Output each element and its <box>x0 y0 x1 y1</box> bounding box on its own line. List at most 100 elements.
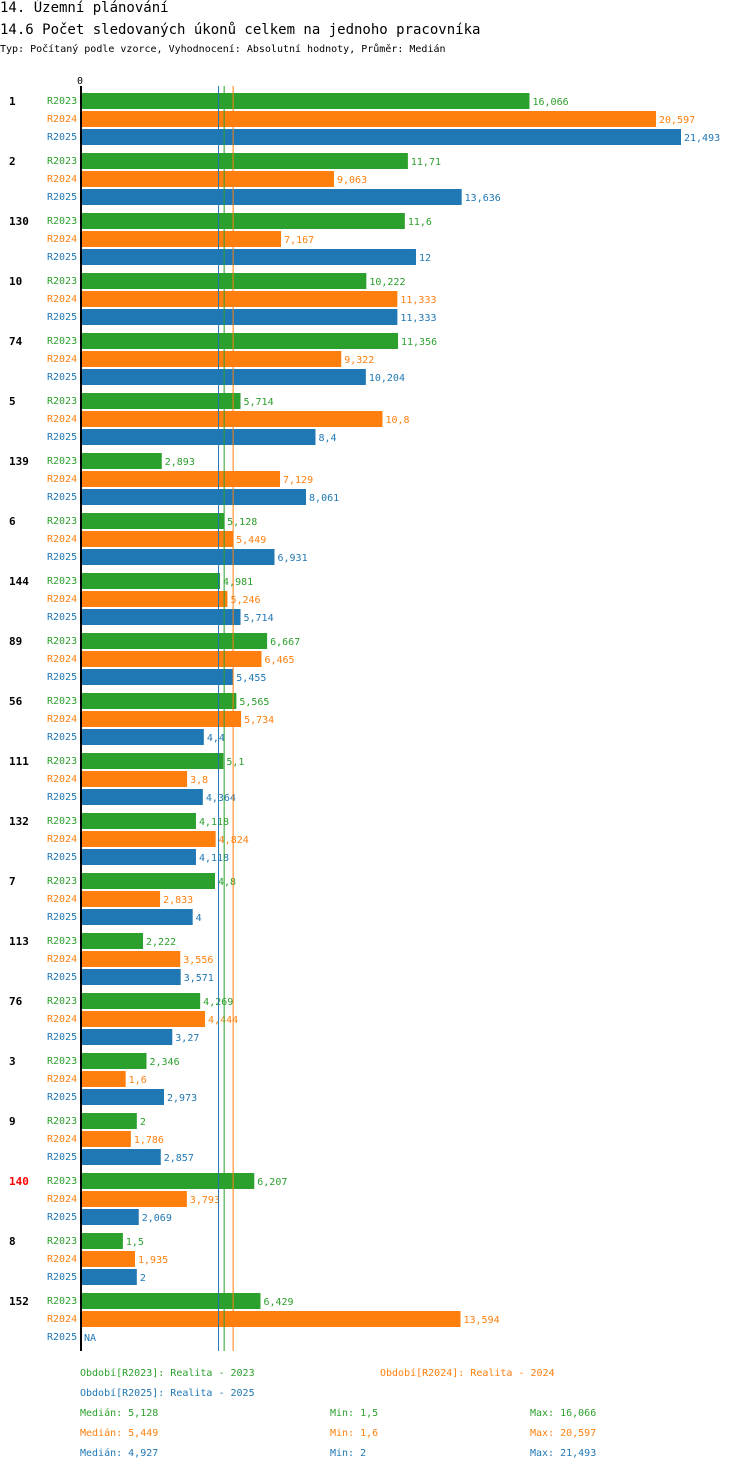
value-label-2-R2024: 9,063 <box>337 175 367 186</box>
value-label-89-R2024: 6,465 <box>264 655 294 666</box>
series-label-3-R2024: R2024 <box>47 1074 77 1085</box>
stat-max-2024: Max: 20,597 <box>530 1428 597 1439</box>
bar-10-R2024 <box>81 291 398 307</box>
group-label-144: 144 <box>9 575 29 588</box>
bar-9-R2024 <box>81 1131 131 1147</box>
bar-56-R2024 <box>81 711 242 727</box>
bar-7-R2024 <box>81 891 161 907</box>
series-label-152-R2024: R2024 <box>47 1314 77 1325</box>
series-label-132-R2025: R2025 <box>47 852 77 863</box>
value-label-152-R2024: 13,594 <box>463 1315 499 1326</box>
value-label-10-R2023: 10,222 <box>369 277 405 288</box>
bar-74-R2024 <box>81 351 342 367</box>
bar-130-R2023 <box>81 213 405 229</box>
group-label-3: 3 <box>9 1055 16 1068</box>
bar-111-R2024 <box>81 771 188 787</box>
series-label-76-R2025: R2025 <box>47 1032 77 1043</box>
bar-10-R2025 <box>81 309 398 325</box>
value-label-7-R2024: 2,833 <box>163 895 193 906</box>
series-label-3-R2023: R2023 <box>47 1056 77 1067</box>
bar-6-R2023 <box>81 513 225 529</box>
series-label-89-R2024: R2024 <box>47 654 77 665</box>
value-label-144-R2025: 5,714 <box>244 613 274 624</box>
series-label-56-R2024: R2024 <box>47 714 77 725</box>
value-label-140-R2025: 2,069 <box>142 1213 172 1224</box>
value-label-152-R2023: 6,429 <box>263 1297 293 1308</box>
stat-min-2023: Min: 1,5 <box>330 1408 379 1419</box>
bar-2-R2023 <box>81 153 408 169</box>
bar-56-R2025 <box>81 729 204 745</box>
bar-74-R2025 <box>81 369 366 385</box>
series-label-152-R2025: R2025 <box>47 1332 77 1343</box>
value-label-8-R2023: 1,5 <box>126 1237 144 1248</box>
value-label-5-R2024: 10,8 <box>385 415 409 426</box>
bar-3-R2025 <box>81 1089 164 1105</box>
value-label-130-R2024: 7,167 <box>284 235 314 246</box>
bar-76-R2023 <box>81 993 201 1009</box>
value-label-113-R2025: 3,571 <box>184 973 214 984</box>
bar-130-R2024 <box>81 231 282 247</box>
series-label-74-R2025: R2025 <box>47 372 77 383</box>
bar-140-R2023 <box>81 1173 255 1189</box>
group-label-89: 89 <box>9 635 22 648</box>
bar-89-R2023 <box>81 633 268 649</box>
series-label-76-R2024: R2024 <box>47 1014 77 1025</box>
group-label-140: 140 <box>9 1175 29 1188</box>
value-label-130-R2025: 12 <box>419 253 431 264</box>
series-label-113-R2024: R2024 <box>47 954 77 965</box>
bar-3-R2024 <box>81 1071 126 1087</box>
value-label-56-R2023: 5,565 <box>239 697 269 708</box>
series-label-130-R2024: R2024 <box>47 234 77 245</box>
series-label-56-R2025: R2025 <box>47 732 77 743</box>
bar-152-R2024 <box>81 1311 461 1327</box>
series-label-2-R2023: R2023 <box>47 156 77 167</box>
group-label-56: 56 <box>9 695 23 708</box>
series-label-140-R2025: R2025 <box>47 1212 77 1223</box>
value-label-89-R2025: 5,455 <box>236 673 266 684</box>
value-label-6-R2025: 6,931 <box>277 553 307 564</box>
value-label-113-R2024: 3,556 <box>183 955 213 966</box>
bar-74-R2023 <box>81 333 399 349</box>
bar-56-R2023 <box>81 693 237 709</box>
value-label-56-R2025: 4,4 <box>207 733 225 744</box>
bar-89-R2025 <box>81 669 234 685</box>
stat-min-2024: Min: 1,6 <box>330 1428 379 1439</box>
value-label-132-R2023: 4,118 <box>199 817 229 828</box>
value-label-3-R2025: 2,973 <box>167 1093 197 1104</box>
series-label-6-R2023: R2023 <box>47 516 77 527</box>
value-label-89-R2023: 6,667 <box>270 637 300 648</box>
series-label-9-R2023: R2023 <box>47 1116 77 1127</box>
series-label-8-R2024: R2024 <box>47 1254 77 1265</box>
group-label-8: 8 <box>9 1235 16 1248</box>
bar-8-R2023 <box>81 1233 123 1249</box>
value-label-5-R2025: 8,4 <box>318 433 336 444</box>
series-label-9-R2024: R2024 <box>47 1134 77 1145</box>
value-label-7-R2023: 4,8 <box>218 877 236 888</box>
value-label-3-R2024: 1,6 <box>129 1075 147 1086</box>
series-label-140-R2023: R2023 <box>47 1176 77 1187</box>
value-label-144-R2023: 4,981 <box>223 577 253 588</box>
group-label-10: 10 <box>9 275 22 288</box>
group-label-132: 132 <box>9 815 29 828</box>
bar-140-R2025 <box>81 1209 139 1225</box>
group-label-9: 9 <box>9 1115 16 1128</box>
value-label-111-R2025: 4,364 <box>206 793 236 804</box>
group-label-7: 7 <box>9 875 16 888</box>
series-label-9-R2025: R2025 <box>47 1152 77 1163</box>
bar-1-R2025 <box>81 129 681 145</box>
bar-chart: 0 1 R2023 16,066 R2024 20,597 R2025 21,493 2 R202… <box>9 76 720 1351</box>
value-label-9-R2025: 2,857 <box>164 1153 194 1164</box>
bar-5-R2025 <box>81 429 316 445</box>
bar-113-R2023 <box>81 933 144 949</box>
series-label-111-R2025: R2025 <box>47 792 77 803</box>
bar-139-R2023 <box>81 453 162 469</box>
series-label-130-R2023: R2023 <box>47 216 77 227</box>
bar-132-R2023 <box>81 813 196 829</box>
series-label-5-R2024: R2024 <box>47 414 77 425</box>
series-label-139-R2024: R2024 <box>47 474 77 485</box>
series-label-7-R2025: R2025 <box>47 912 77 923</box>
bar-7-R2023 <box>81 873 215 889</box>
group-label-152: 152 <box>9 1295 29 1308</box>
series-label-111-R2023: R2023 <box>47 756 77 767</box>
section-title: 14. Územní plánování <box>0 0 169 16</box>
